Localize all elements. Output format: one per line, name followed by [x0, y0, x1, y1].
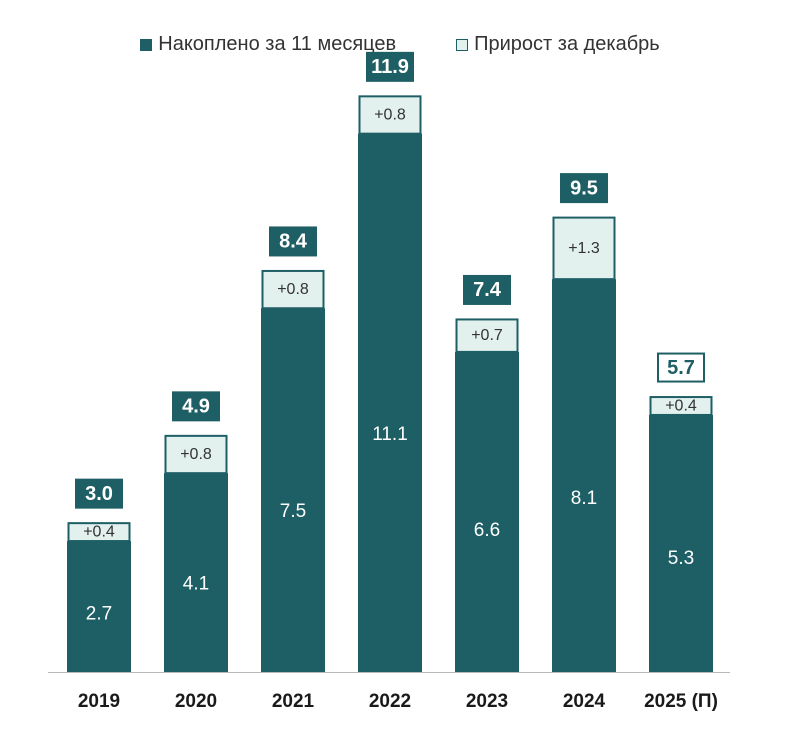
bar-accumulated	[552, 279, 616, 672]
bar-december	[164, 434, 228, 475]
bar-value-label: 2.7	[86, 603, 112, 624]
bar-december	[552, 216, 616, 281]
x-tick-label: 2023	[466, 691, 508, 712]
legend: Накоплено за 11 месяцев Прирост за декаб…	[0, 33, 800, 56]
x-tick-label: 2020	[175, 691, 217, 712]
bar-december	[358, 95, 422, 135]
bar-accumulated	[358, 133, 422, 672]
bar-accumulated	[67, 541, 131, 672]
x-tick-label: 2025 (П)	[644, 691, 718, 712]
total-label: 5.7	[667, 357, 695, 379]
bar-december	[649, 396, 713, 416]
increment-label: +1.3	[568, 240, 600, 257]
total-box	[366, 51, 414, 82]
increment-label: +0.4	[665, 397, 697, 414]
total-box	[269, 226, 317, 257]
legend-swatch-accumulated	[140, 38, 153, 51]
legend-label-accumulated: Накоплено за 11 месяцев	[158, 33, 397, 55]
total-box	[463, 274, 511, 305]
total-label: 9.5	[570, 177, 598, 199]
bar-accumulated	[649, 414, 713, 672]
bar-value-label: 11.1	[372, 424, 408, 445]
bar-value-label: 7.5	[280, 501, 306, 522]
x-tick-label: 2022	[369, 691, 411, 712]
total-box	[560, 173, 608, 204]
x-tick-label: 2024	[563, 691, 606, 712]
total-box	[75, 478, 123, 509]
total-label: 3.0	[85, 483, 113, 505]
total-label: 11.9	[371, 56, 409, 78]
bar-december	[67, 522, 131, 543]
legend-item-december: Прирост за декабрь	[456, 33, 660, 56]
increment-label: +0.8	[277, 281, 309, 298]
total-label: 4.9	[182, 396, 210, 418]
bar-value-label: 6.6	[474, 520, 500, 541]
increment-label: +0.8	[374, 106, 406, 123]
bar-accumulated	[261, 308, 325, 672]
bar-december	[261, 269, 325, 310]
legend-item-accumulated: Накоплено за 11 месяцев	[140, 33, 396, 56]
bar-accumulated	[455, 351, 519, 672]
increment-label: +0.4	[83, 524, 115, 541]
increment-label: +0.7	[471, 327, 503, 344]
bar-value-label: 5.3	[668, 548, 694, 569]
total-label: 7.4	[473, 279, 502, 301]
bar-value-label: 8.1	[571, 488, 597, 509]
total-box	[172, 391, 220, 422]
legend-swatch-december	[456, 38, 469, 51]
x-tick-label: 2021	[272, 691, 315, 712]
bar-value-label: 4.1	[183, 574, 209, 595]
total-label: 8.4	[279, 231, 308, 253]
total-box	[657, 352, 705, 383]
x-tick-label: 2019	[78, 691, 120, 712]
legend-label-december: Прирост за декабрь	[474, 33, 660, 55]
increment-label: +0.8	[180, 446, 212, 463]
bar-december	[455, 318, 519, 353]
bar-accumulated	[164, 473, 228, 672]
